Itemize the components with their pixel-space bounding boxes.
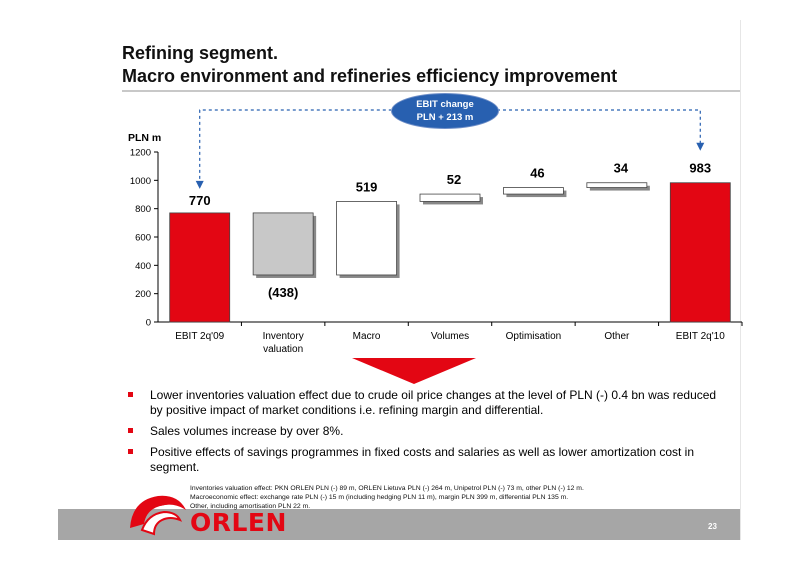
bar	[336, 201, 397, 276]
x-tick-label: EBIT 2q'09	[175, 331, 224, 342]
x-tick-label: Inventory	[263, 331, 304, 342]
arrow-down-icon	[696, 142, 705, 151]
callout-connector-left	[199, 109, 391, 185]
bar	[419, 193, 481, 202]
y-tick-label: 0	[146, 318, 151, 329]
title-line-2: Macro environment and refineries efficie…	[122, 66, 618, 86]
bar-value-label: 52	[447, 172, 461, 187]
bullet-square-icon	[128, 449, 133, 454]
footnote-line: Macroeconomic effect: exchange rate PLN …	[190, 494, 569, 501]
bar-shadow	[589, 185, 650, 191]
bar-value-label: 519	[356, 179, 378, 194]
y-tick-label: 1000	[130, 176, 151, 187]
x-tick-label: EBIT 2q'10	[676, 331, 725, 342]
bar	[503, 187, 564, 195]
callout-connector-right	[497, 109, 701, 147]
footnote-line: Inventories valuation effect: PKN ORLEN …	[190, 485, 584, 492]
y-tick-label: 200	[135, 289, 151, 300]
footnote-line: Other, including amortisation PLN 22 m.	[190, 503, 311, 510]
bar-value-label: (438)	[268, 285, 298, 300]
bar-value-label: 983	[689, 161, 711, 176]
bullet-square-icon	[128, 392, 133, 397]
x-tick-label: Other	[604, 331, 630, 342]
bullet-item: Positive effects of savings programmes i…	[128, 445, 728, 475]
title-divider	[122, 90, 740, 92]
slide-right-border	[740, 20, 741, 540]
waterfall-chart: PLN m 0 200 400 600 800 1000 1200 EBIT 2q'09 Inv…	[128, 109, 743, 384]
ebit-change-callout: EBIT change PLN + 213 m	[391, 93, 499, 129]
x-tick-label: Macro	[353, 331, 381, 342]
y-tick-label: 600	[135, 233, 151, 244]
page-number: 23	[708, 522, 717, 531]
x-tick-label: Volumes	[431, 331, 469, 342]
bar	[586, 182, 648, 188]
bar	[252, 212, 314, 276]
bullet-item: Sales volumes increase by over 8%.	[128, 424, 728, 439]
y-tick-label: 400	[135, 261, 151, 272]
x-tick-label: valuation	[263, 344, 303, 355]
bar	[169, 212, 231, 323]
red-pointer-arrow-icon	[352, 358, 476, 384]
callout-line-2: PLN + 213 m	[416, 112, 474, 123]
page-title: Refining segment. Macro environment and …	[122, 42, 617, 88]
bar	[669, 182, 731, 323]
y-tick-label: 1200	[130, 148, 151, 159]
arrow-down-icon	[195, 180, 204, 189]
callout-line-1: EBIT change	[416, 99, 474, 110]
orlen-logo-text: ORLEN	[190, 508, 287, 537]
bar-value-label: 770	[189, 193, 211, 208]
title-line-1: Refining segment.	[122, 43, 279, 63]
x-tick-label: Optimisation	[506, 331, 562, 342]
bar-value-label: 34	[614, 161, 629, 176]
orlen-eagle-logo-icon	[130, 495, 186, 536]
bullet-square-icon	[128, 428, 133, 433]
bar-value-label: 46	[530, 166, 544, 181]
bullet-item: Lower inventories valuation effect due t…	[128, 388, 728, 418]
bullet-list: Lower inventories valuation effect due t…	[128, 388, 728, 481]
y-axis-label: PLN m	[128, 132, 161, 144]
y-tick-label: 800	[135, 204, 151, 215]
footnotes: Inventories valuation effect: PKN ORLEN …	[190, 484, 730, 511]
